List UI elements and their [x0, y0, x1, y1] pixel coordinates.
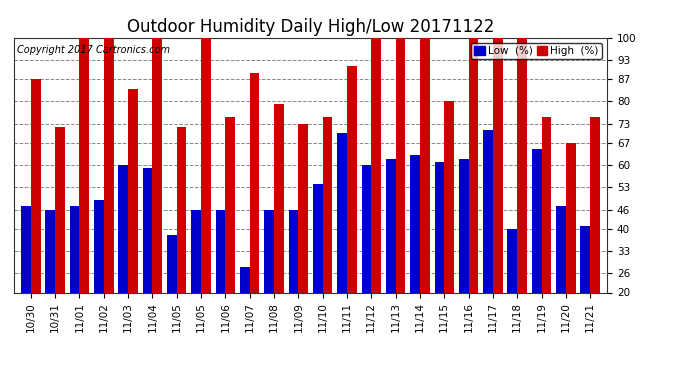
Bar — [507, 229, 518, 292]
Bar — [177, 127, 186, 292]
Bar — [94, 200, 104, 292]
Bar — [518, 38, 527, 292]
Text: Copyright 2017 Cartronics.com: Copyright 2017 Cartronics.com — [17, 45, 170, 55]
Bar — [46, 210, 55, 292]
Bar — [542, 117, 551, 292]
Bar — [70, 206, 79, 292]
Bar — [55, 127, 65, 292]
Bar — [288, 210, 298, 292]
Bar — [420, 38, 430, 292]
Bar — [347, 66, 357, 292]
Bar — [128, 88, 138, 292]
Bar — [395, 38, 405, 292]
Bar — [167, 235, 177, 292]
Bar — [532, 149, 542, 292]
Bar — [483, 130, 493, 292]
Bar — [362, 165, 371, 292]
Bar — [201, 38, 210, 292]
Bar — [21, 206, 31, 292]
Title: Outdoor Humidity Daily High/Low 20171122: Outdoor Humidity Daily High/Low 20171122 — [127, 18, 494, 36]
Bar — [590, 117, 600, 292]
Bar — [313, 184, 323, 292]
Bar — [143, 168, 152, 292]
Bar — [386, 159, 395, 292]
Bar — [191, 210, 201, 292]
Bar — [323, 117, 333, 292]
Bar — [119, 165, 128, 292]
Bar — [444, 101, 454, 292]
Bar — [250, 73, 259, 292]
Bar — [298, 124, 308, 292]
Bar — [226, 117, 235, 292]
Bar — [459, 159, 469, 292]
Bar — [240, 267, 250, 292]
Bar — [216, 210, 226, 292]
Bar — [469, 38, 478, 292]
Bar — [152, 38, 162, 292]
Bar — [104, 38, 114, 292]
Bar — [337, 133, 347, 292]
Bar — [264, 210, 274, 292]
Bar — [371, 38, 381, 292]
Bar — [556, 206, 566, 292]
Bar — [411, 155, 420, 292]
Bar — [566, 143, 575, 292]
Bar — [493, 38, 502, 292]
Bar — [580, 226, 590, 292]
Bar — [79, 38, 89, 292]
Bar — [31, 79, 41, 292]
Legend: Low  (%), High  (%): Low (%), High (%) — [471, 43, 602, 59]
Bar — [435, 162, 444, 292]
Bar — [274, 104, 284, 292]
